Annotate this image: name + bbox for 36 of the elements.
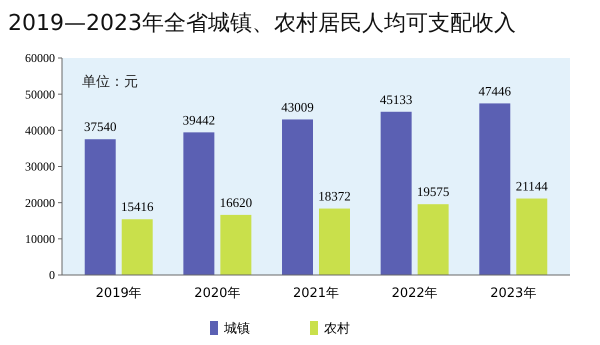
annotation: 单位：元: [82, 74, 138, 90]
y-tick-label: 0: [49, 268, 55, 282]
y-tick-label: 10000: [25, 232, 55, 246]
data-label: 45133: [380, 92, 412, 107]
bar: [516, 198, 548, 275]
x-tick-label: 2022年: [392, 286, 438, 301]
data-label: 43009: [281, 99, 314, 114]
data-label: 21144: [516, 178, 548, 194]
bar: [380, 112, 412, 275]
legend-label: 城镇: [223, 322, 250, 337]
chart-title: 2019—2023年全省城镇、农村居民人均可支配收入: [8, 11, 516, 36]
bar: [282, 119, 313, 275]
data-label: 18372: [318, 188, 351, 204]
y-tick-label: 20000: [25, 196, 55, 210]
bar: [220, 214, 252, 275]
y-tick-label: 60000: [25, 51, 55, 66]
legend-label: 农村: [324, 322, 350, 337]
data-label: 16620: [220, 194, 252, 210]
bar: [84, 139, 116, 275]
bar: [122, 219, 153, 275]
data-label: 19575: [416, 184, 450, 200]
data-label: 37540: [84, 119, 116, 134]
bar: [479, 103, 510, 275]
y-tick-label: 30000: [25, 160, 55, 174]
data-label: 15416: [120, 199, 154, 214]
bar: [319, 208, 350, 275]
data-label: 39442: [182, 112, 216, 128]
bar: [418, 204, 449, 275]
x-tick-label: 2023年: [490, 286, 536, 301]
x-tick-label: 2019年: [96, 286, 142, 301]
x-tick-label: 2021年: [292, 286, 340, 301]
bar: [183, 132, 214, 275]
y-tick-label: 40000: [25, 124, 55, 138]
y-tick-label: 50000: [25, 87, 55, 102]
x-tick-label: 2020年: [194, 286, 240, 301]
data-label: 47446: [478, 83, 512, 98]
